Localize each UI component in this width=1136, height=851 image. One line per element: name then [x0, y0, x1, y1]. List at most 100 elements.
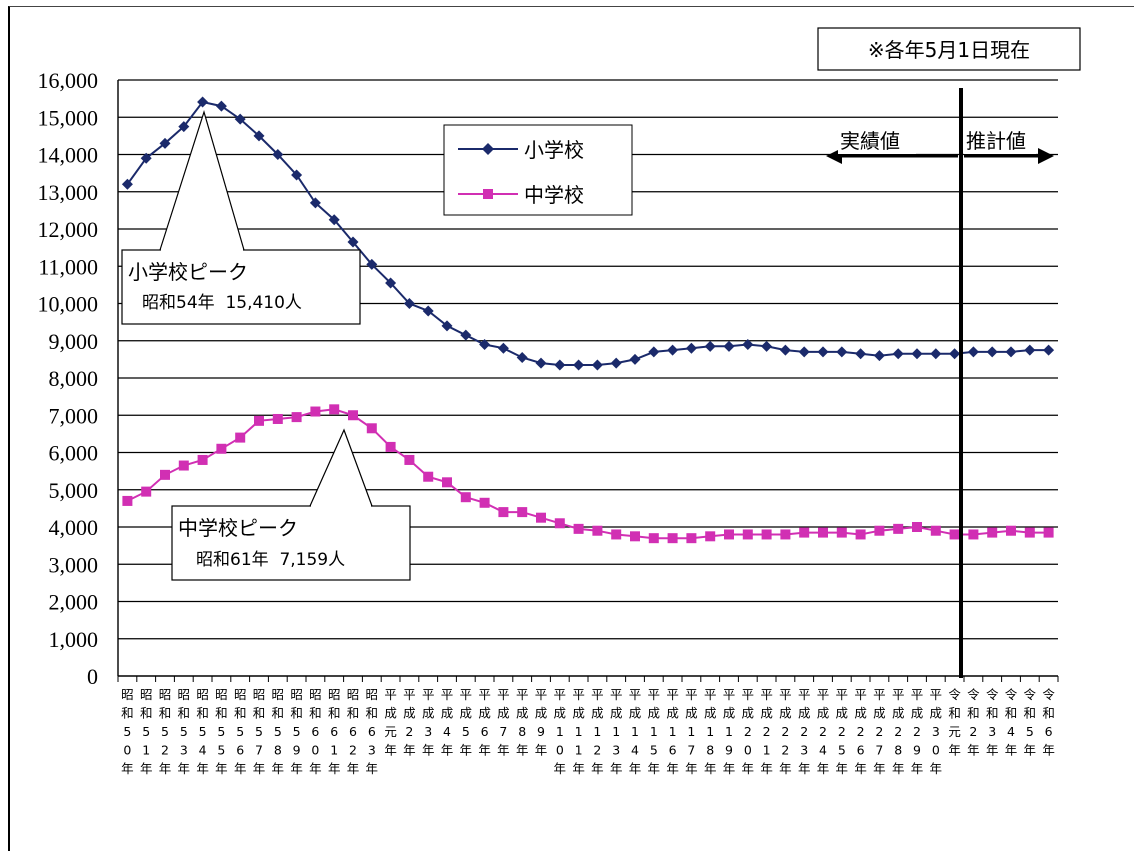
- data-point-elementary: [497, 342, 509, 354]
- x-tick-label: 5: [293, 724, 301, 739]
- data-point-elementary: [347, 236, 359, 248]
- y-axis: 0 1,000 2,000 3,000 4,000 5,000 6,000 7,000 8,00…: [38, 68, 119, 689]
- legend-label-junior: 中学校: [524, 183, 584, 207]
- data-point-elementary: [892, 348, 904, 360]
- x-tick-label: 3: [800, 743, 808, 758]
- x-tick-label: 9: [913, 743, 921, 758]
- x-tick-label: 5: [142, 724, 150, 739]
- x-tick-label: 3: [180, 743, 188, 758]
- x-tick-label: 6: [311, 724, 319, 739]
- x-tick-label: 6: [368, 724, 376, 739]
- x-tick-label: 1: [612, 724, 620, 739]
- x-tick-label: 2: [838, 724, 846, 739]
- x-tick-label: 昭: [366, 687, 379, 702]
- data-point-junior: [855, 529, 866, 540]
- x-tick-label: 昭: [234, 687, 247, 702]
- x-tick-label: 年: [704, 761, 717, 776]
- legend-marker-elementary: [482, 143, 494, 155]
- x-tick-label: 6: [330, 724, 338, 739]
- x-tick-label: 年: [234, 761, 247, 776]
- x-tick-label: 3: [612, 743, 620, 758]
- x-tick-label: 1: [142, 743, 150, 758]
- x-tick-label: 平: [798, 687, 811, 702]
- x-tick-label: 年: [1005, 743, 1018, 758]
- x-tick-label: 2: [857, 724, 865, 739]
- data-point-elementary: [159, 137, 171, 149]
- data-point-junior: [799, 527, 810, 538]
- x-tick-label: 年: [366, 761, 379, 776]
- x-tick-label: 年: [1024, 743, 1037, 758]
- data-point-junior: [912, 522, 922, 532]
- x-tick-label: 2: [349, 743, 357, 758]
- note-box: [817, 27, 1081, 71]
- y-tick-label: 9,000: [49, 329, 99, 354]
- x-tick-label: 2: [819, 724, 827, 739]
- x-tick-label: 5: [1026, 724, 1034, 739]
- x-tick-label: 昭: [196, 687, 209, 702]
- x-axis: 昭和50年昭和51年昭和52年昭和53年昭和54年昭和55年昭和56年昭和57年…: [117, 675, 1059, 776]
- x-tick-label: 平: [591, 687, 604, 702]
- data-point-elementary: [648, 346, 660, 358]
- data-point-junior: [423, 471, 434, 482]
- x-tick-label: 令: [1005, 687, 1018, 702]
- y-tick-label: 4,000: [49, 515, 99, 540]
- x-tick-label: 平: [742, 687, 755, 702]
- data-point-junior: [592, 525, 603, 536]
- data-point-elementary: [309, 197, 321, 209]
- x-tick-label: 昭: [253, 687, 266, 702]
- x-tick-label: 平: [911, 687, 924, 702]
- data-point-elementary: [836, 346, 848, 358]
- x-tick-label: 年: [290, 761, 303, 776]
- x-tick-label: 成: [441, 706, 454, 721]
- x-tick-label: 成: [535, 706, 548, 721]
- x-tick-label: 年: [911, 761, 924, 776]
- data-point-junior: [272, 413, 283, 424]
- x-tick-label: 平: [723, 687, 736, 702]
- data-point-elementary: [253, 130, 265, 142]
- x-tick-label: 年: [328, 761, 341, 776]
- data-point-elementary: [855, 348, 867, 360]
- x-tick-label: 8: [274, 743, 282, 758]
- data-point-junior: [1043, 527, 1054, 538]
- data-point-junior: [385, 441, 396, 452]
- legend-marker-junior: [483, 189, 493, 199]
- x-tick-label: 6: [481, 724, 489, 739]
- data-point-junior: [667, 533, 678, 544]
- x-tick-label: 和: [234, 706, 247, 721]
- data-point-junior: [160, 469, 170, 480]
- data-point-junior: [442, 477, 452, 488]
- x-tick-label: 2: [913, 724, 921, 739]
- x-tick-label: 年: [967, 743, 980, 758]
- x-tick-label: 年: [272, 761, 285, 776]
- legend: 小学校 中学校: [443, 124, 633, 216]
- x-tick-label: 昭: [215, 687, 228, 702]
- data-point-elementary: [121, 178, 133, 190]
- x-tick-label: 0: [311, 743, 319, 758]
- x-tick-label: 2: [781, 724, 789, 739]
- data-point-junior: [630, 531, 640, 542]
- x-tick-label: 年: [121, 761, 134, 776]
- x-tick-label: 年: [140, 761, 153, 776]
- x-tick-label: 年: [666, 761, 679, 776]
- y-tick-label: 1,000: [49, 627, 99, 652]
- data-point-junior: [348, 410, 358, 421]
- data-point-junior: [122, 495, 133, 506]
- x-tick-label: 和: [967, 706, 980, 721]
- x-tick-label: 3: [988, 724, 996, 739]
- x-tick-label: 成: [666, 706, 679, 721]
- x-tick-label: 年: [742, 761, 755, 776]
- x-tick-label: 和: [140, 706, 153, 721]
- x-tick-label: 令: [967, 687, 980, 702]
- data-point-junior: [761, 529, 772, 540]
- x-tick-label: 0: [123, 743, 131, 758]
- x-tick-label: 和: [1024, 706, 1037, 721]
- data-point-junior: [197, 454, 208, 465]
- data-point-elementary: [591, 359, 603, 371]
- forecast-label-bg: [964, 128, 1036, 154]
- x-tick-label: 8: [894, 743, 902, 758]
- x-tick-label: 3: [424, 724, 432, 739]
- x-tick-label: 和: [1005, 706, 1018, 721]
- x-tick-label: 平: [648, 687, 661, 702]
- x-tick-label: 成: [403, 706, 416, 721]
